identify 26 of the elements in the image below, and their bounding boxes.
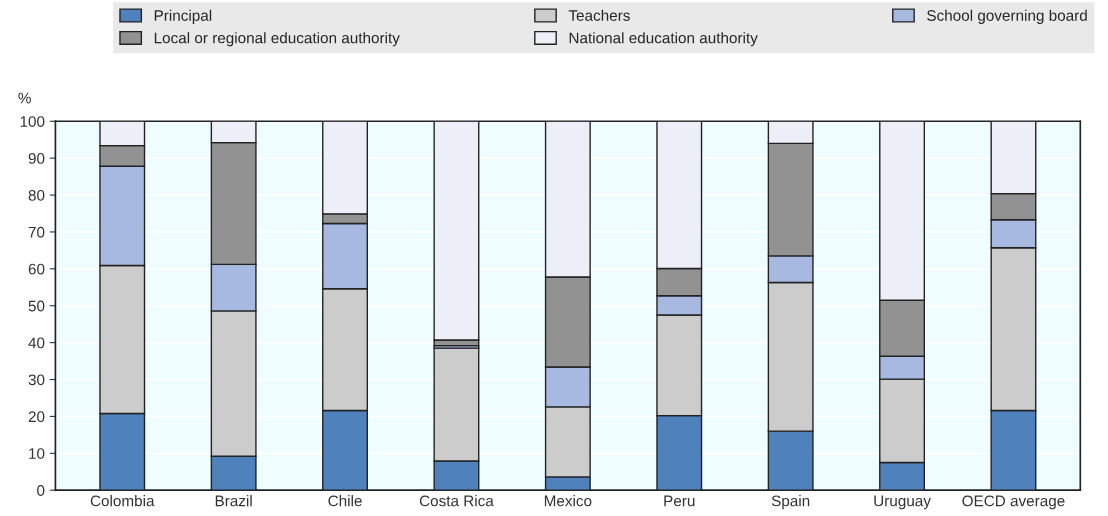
legend-label: Teachers [568,9,630,21]
y-axis-title: % [18,92,31,104]
x-tick-label: Chile [328,495,362,507]
x-tick-label: Mexico [544,495,592,507]
x-tick-label: Peru [664,495,695,507]
y-tick-label: 60 [28,263,45,275]
y-tick-label: 50 [28,300,45,312]
legend-label: National education authority [569,32,758,47]
y-tick-label: 80 [28,189,45,201]
x-tick-label: Spain [771,495,810,510]
legend-label: Local or regional education authority [154,32,400,47]
y-tick-label: 100 [20,116,45,127]
x-tick-label: Costa Rica [419,495,494,507]
y-tick-label: 10 [29,448,45,459]
x-tick-label: Colombia [90,495,155,507]
y-tick-label: 0 [37,485,45,496]
x-tick-label: Brazil [215,495,252,507]
legend-label: School governing board [927,9,1087,24]
y-tick-label: 90 [28,153,45,164]
y-tick-label: 70 [28,226,45,238]
y-tick-label: 30 [28,374,45,386]
legend-label: Principal [154,9,212,24]
y-tick-label: 20 [28,411,45,423]
x-tick-label: OECD average [962,495,1065,510]
y-tick-label: 40 [28,337,45,349]
x-tick-label: Uruguay [874,495,931,510]
